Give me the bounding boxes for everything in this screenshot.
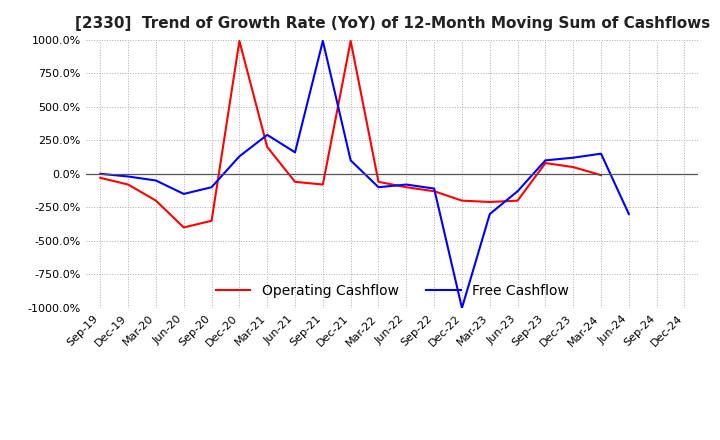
Operating Cashflow	[569, 165, 577, 170]
Operating Cashflow	[124, 182, 132, 187]
Operating Cashflow	[485, 199, 494, 205]
Legend: Operating Cashflow, Free Cashflow: Operating Cashflow, Free Cashflow	[210, 279, 575, 304]
Operating Cashflow	[318, 182, 327, 187]
Operating Cashflow	[374, 179, 383, 184]
Free Cashflow	[291, 150, 300, 155]
Free Cashflow	[179, 191, 188, 197]
Operating Cashflow	[402, 185, 410, 190]
Free Cashflow	[430, 186, 438, 191]
Title: [2330]  Trend of Growth Rate (YoY) of 12-Month Moving Sum of Cashflows: [2330] Trend of Growth Rate (YoY) of 12-…	[75, 16, 710, 32]
Free Cashflow	[624, 211, 633, 216]
Free Cashflow	[569, 155, 577, 160]
Free Cashflow	[263, 132, 271, 138]
Operating Cashflow	[597, 172, 606, 178]
Free Cashflow	[597, 151, 606, 156]
Operating Cashflow	[235, 38, 243, 44]
Operating Cashflow	[346, 38, 355, 44]
Free Cashflow	[346, 158, 355, 163]
Free Cashflow	[513, 189, 522, 194]
Operating Cashflow	[263, 144, 271, 150]
Operating Cashflow	[513, 198, 522, 203]
Line: Free Cashflow: Free Cashflow	[100, 41, 629, 308]
Operating Cashflow	[458, 198, 467, 203]
Free Cashflow	[374, 185, 383, 190]
Free Cashflow	[318, 38, 327, 44]
Line: Operating Cashflow: Operating Cashflow	[100, 41, 601, 227]
Operating Cashflow	[152, 198, 161, 203]
Free Cashflow	[458, 305, 467, 311]
Free Cashflow	[235, 154, 243, 159]
Operating Cashflow	[291, 179, 300, 184]
Free Cashflow	[124, 174, 132, 179]
Operating Cashflow	[430, 189, 438, 194]
Free Cashflow	[402, 182, 410, 187]
Free Cashflow	[207, 185, 216, 190]
Operating Cashflow	[541, 161, 550, 166]
Free Cashflow	[541, 158, 550, 163]
Operating Cashflow	[207, 218, 216, 224]
Free Cashflow	[485, 211, 494, 216]
Free Cashflow	[96, 171, 104, 176]
Free Cashflow	[152, 178, 161, 183]
Operating Cashflow	[179, 225, 188, 230]
Operating Cashflow	[96, 175, 104, 180]
